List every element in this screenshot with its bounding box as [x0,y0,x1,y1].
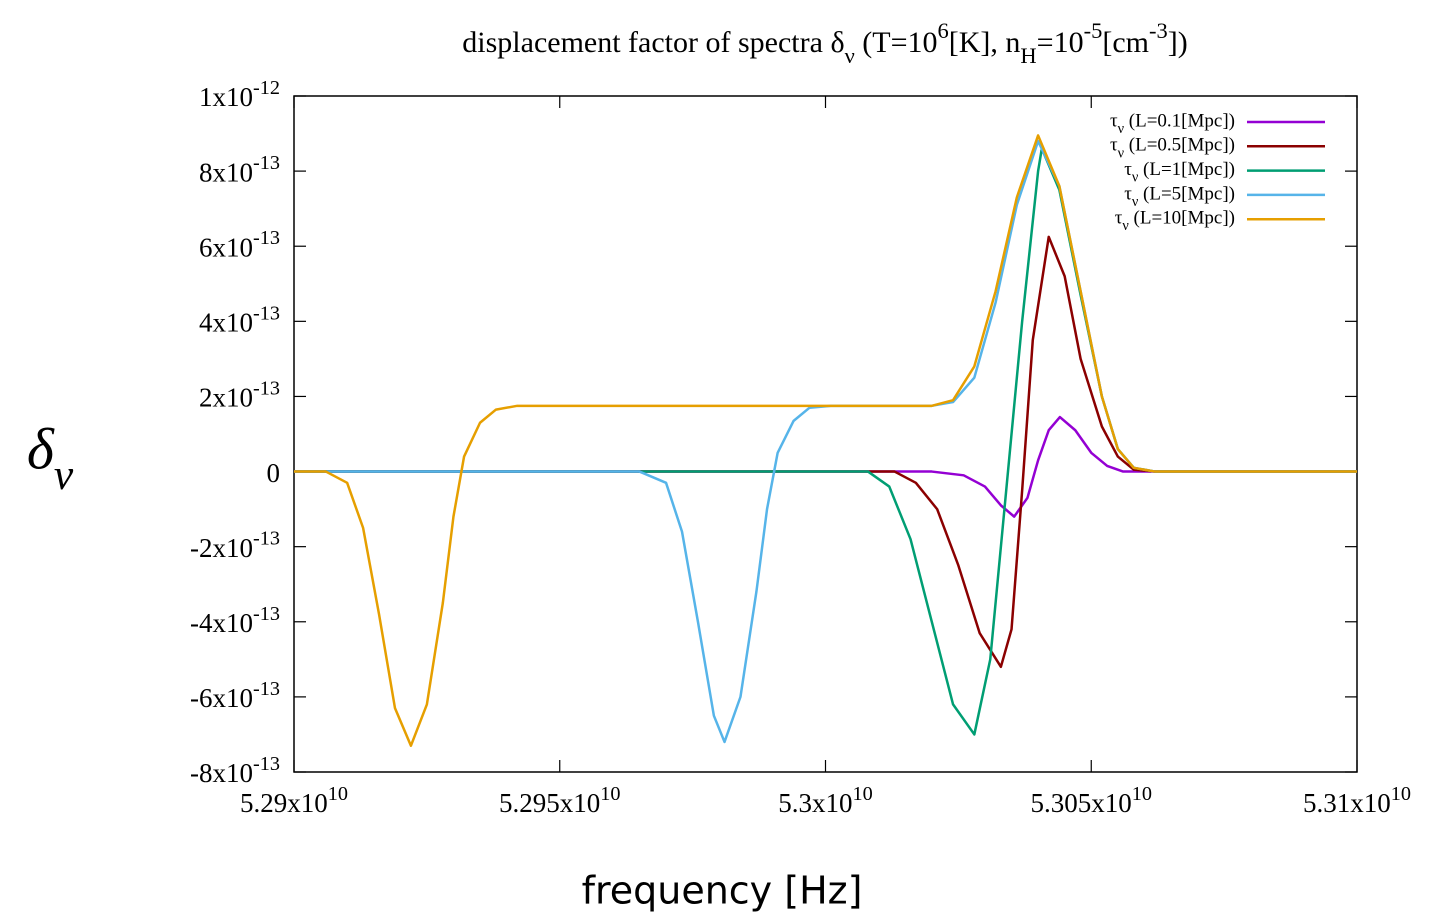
series-line [294,134,1357,747]
legend-label: τν (L=0.1[Mpc]) [1110,110,1235,137]
series-line [294,139,1357,744]
series-line [294,147,1357,736]
series-line [294,235,1357,669]
legend-label: τν (L=5[Mpc]) [1124,183,1235,210]
x-tick-label: 5.295x1010 [499,783,621,819]
y-tick-label: -2x10-13 [190,527,280,563]
y-tick-label: 2x10-13 [199,377,280,413]
y-axis-label: δν [27,416,74,499]
x-tick-label: 5.31x1010 [1303,783,1411,819]
x-tick-label: 5.3x1010 [778,783,873,819]
x-tick-label: 5.305x1010 [1031,783,1153,819]
series-line [294,415,1357,518]
legend-label: τν (L=10[Mpc]) [1115,208,1235,235]
y-tick-label: -4x10-13 [190,602,280,638]
y-tick-label: 8x10-13 [199,152,280,188]
legend-label: τν (L=0.5[Mpc]) [1110,135,1235,162]
x-tick-label: 5.29x1010 [240,783,348,819]
y-tick-label: 0 [267,458,281,488]
y-tick-label: 1x10-12 [199,77,280,113]
chart-title: displacement factor of spectra δν (T=106… [462,18,1187,68]
legend-label: τν (L=1[Mpc]) [1124,159,1235,186]
y-tick-label: -6x10-13 [190,678,280,714]
y-tick-label: 4x10-13 [199,302,280,338]
x-axis-label: frequency [Hz] [582,869,863,913]
y-tick-label: 6x10-13 [199,227,280,263]
y-tick-label: -8x10-13 [190,753,280,789]
